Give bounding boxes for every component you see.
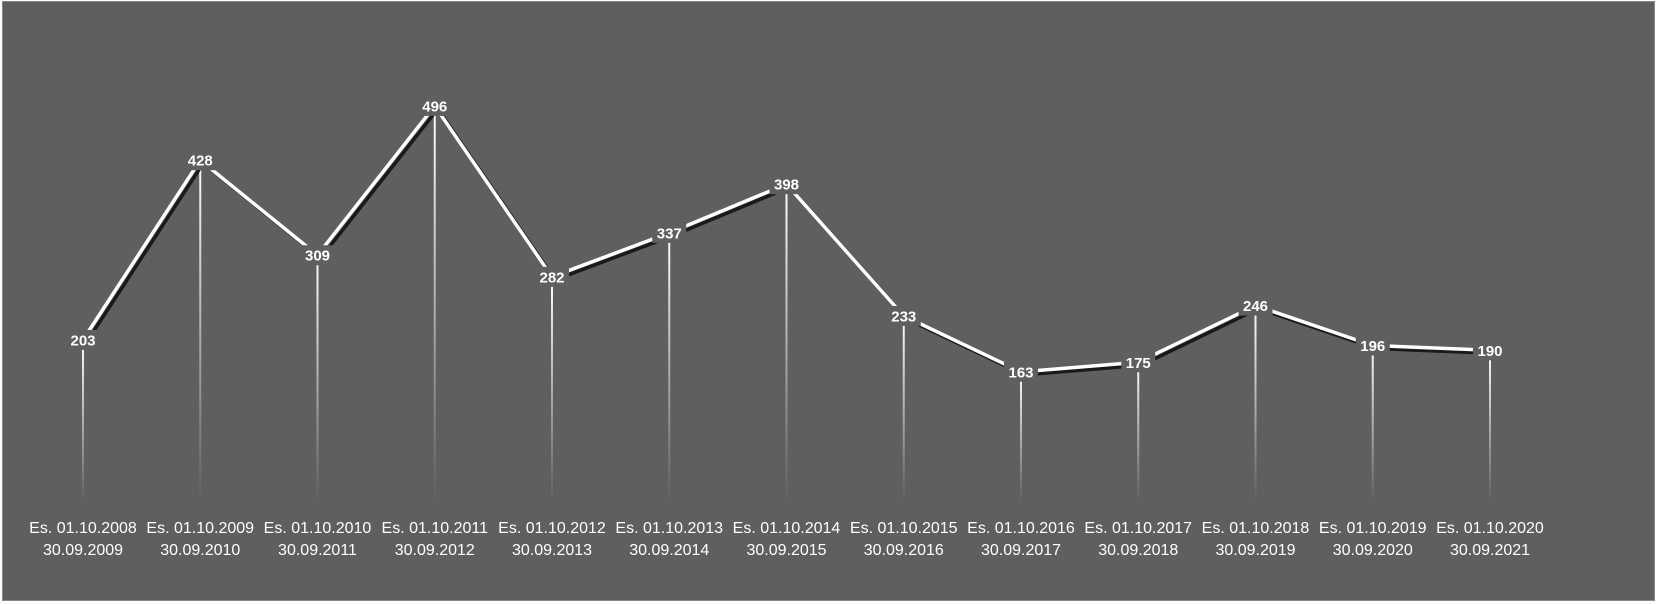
data-label: 203: [70, 332, 95, 349]
drop-line: [902, 315, 905, 502]
drop-lines: [82, 105, 1491, 503]
x-tick-label-line2: 30.09.2009: [43, 542, 123, 559]
line-segment: [81, 158, 202, 342]
x-tick-label-line1: Es. 01.10.2017: [1084, 520, 1192, 537]
line-segment: [1019, 360, 1140, 374]
x-tick-label-line2: 30.09.2016: [864, 542, 944, 559]
drop-line: [1020, 371, 1022, 502]
line-segment-shadow: [318, 107, 440, 260]
x-tick-label-line1: Es. 01.10.2019: [1319, 520, 1427, 537]
line-segment: [550, 231, 671, 279]
x-tick-label-line2: 30.09.2010: [160, 542, 240, 559]
data-label: 163: [1008, 364, 1033, 381]
line-segment: [784, 182, 906, 318]
line-segment: [1136, 303, 1258, 364]
data-label-background: [300, 245, 335, 266]
line-segment: [315, 104, 437, 257]
data-label-background: [417, 95, 452, 116]
x-tick-label-line1: Es. 01.10.2016: [967, 520, 1075, 537]
x-tick-label-line1: Es. 01.10.2014: [733, 520, 841, 537]
data-label: 428: [188, 153, 213, 170]
data-label: 337: [657, 225, 682, 242]
x-tick-label-line1: Es. 01.10.2013: [615, 520, 723, 537]
data-label: 175: [1126, 355, 1151, 372]
drop-line: [668, 232, 671, 503]
x-tick-label-line2: 30.09.2021: [1450, 542, 1530, 559]
data-label: 233: [891, 308, 916, 325]
data-label-background: [1355, 335, 1390, 356]
x-tick-label-line2: 30.09.2018: [1098, 542, 1178, 559]
drop-line: [1137, 362, 1140, 502]
drop-line: [1371, 345, 1374, 502]
data-label: 190: [1477, 343, 1502, 360]
data-label-background: [1004, 361, 1038, 382]
data-label-background: [66, 329, 100, 350]
drop-line: [199, 160, 202, 502]
series-line: [81, 104, 1492, 374]
x-tick-label-line2: 30.09.2020: [1333, 542, 1413, 559]
data-label: 246: [1243, 298, 1268, 315]
x-tick-label-line2: 30.09.2015: [746, 542, 826, 559]
data-label-background: [1121, 352, 1156, 373]
data-label-background: [769, 174, 804, 195]
line-segment: [198, 158, 320, 257]
data-label: 309: [305, 248, 330, 265]
data-labels: 203 428 309 496 282 337 398 233 163 175 246 196 190: [66, 95, 1507, 382]
drop-line: [1489, 350, 1491, 502]
data-label-background: [886, 305, 921, 326]
x-tick-label-line2: 30.09.2014: [629, 542, 709, 559]
x-tick-label-line1: Es. 01.10.2008: [29, 520, 137, 537]
line-segment: [1371, 343, 1492, 353]
x-tick-label-line2: 30.09.2017: [981, 542, 1061, 559]
drop-line: [785, 184, 788, 502]
line-segment: [667, 182, 789, 235]
line-segment: [1253, 303, 1375, 348]
line-segment: [433, 104, 554, 279]
x-tick-label-line1: Es. 01.10.2018: [1202, 520, 1310, 537]
line-segment-shadow: [670, 185, 792, 238]
data-label-background: [1473, 340, 1507, 361]
data-label: 496: [422, 98, 447, 115]
x-tick-label-line1: Es. 01.10.2011: [382, 520, 489, 537]
x-tick-label-line1: Es. 01.10.2012: [498, 520, 606, 537]
x-tick-label-line2: 30.09.2019: [1215, 542, 1295, 559]
data-label-background: [535, 266, 569, 287]
x-axis-tick-labels: Es. 01.10.2008 30.09.2009 Es. 01.10.2009 30…: [29, 520, 1544, 559]
x-tick-label-line1: Es. 01.10.2020: [1436, 520, 1544, 537]
x-tick-label-line1: Es. 01.10.2015: [850, 520, 958, 537]
drop-line: [316, 255, 319, 502]
data-label-background: [652, 222, 687, 243]
data-label: 398: [774, 177, 799, 194]
x-tick-label-line2: 30.09.2012: [395, 542, 475, 559]
data-label: 282: [539, 269, 564, 286]
line-segment: [902, 314, 1023, 374]
drop-line: [1254, 305, 1257, 502]
data-label-background: [1238, 295, 1273, 316]
line-segment-shadow: [553, 234, 674, 282]
x-tick-label-line2: 30.09.2011: [278, 542, 357, 559]
series-line-shadow: [84, 107, 1495, 377]
data-label-background: [183, 150, 218, 171]
x-tick-label-line2: 30.09.2013: [512, 542, 592, 559]
drop-line: [82, 339, 84, 502]
x-tick-label-line1: Es. 01.10.2010: [264, 520, 372, 537]
drop-line: [433, 105, 436, 502]
x-tick-label-line1: Es. 01.10.2009: [146, 520, 254, 537]
line-segment-shadow: [84, 161, 205, 345]
data-label: 196: [1360, 338, 1385, 355]
line-segment-shadow: [1139, 306, 1261, 367]
drop-line: [551, 276, 553, 502]
